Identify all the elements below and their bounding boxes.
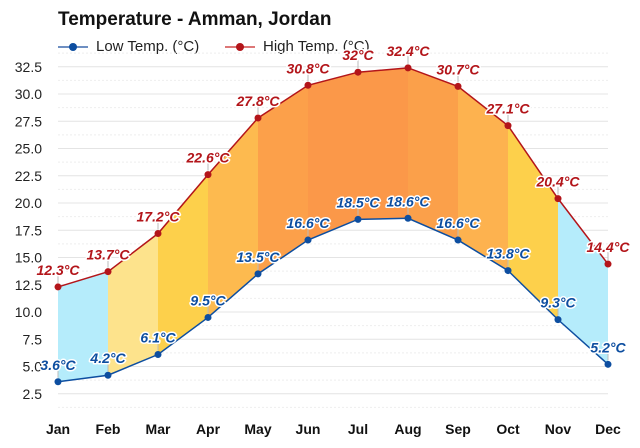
y-tick-label: 12.5 bbox=[15, 277, 42, 293]
low-temp-point bbox=[204, 313, 212, 321]
x-tick-label: Jan bbox=[46, 421, 70, 437]
high-temp-point bbox=[604, 260, 612, 268]
y-tick-label: 20.0 bbox=[15, 195, 42, 211]
low-temp-label: 5.2°C bbox=[590, 339, 626, 355]
legend-item-low[interactable]: Low Temp. (°C) bbox=[58, 38, 199, 55]
high-temp-label: 14.4°C bbox=[587, 239, 631, 255]
high-temp-label: 12.3°C bbox=[37, 262, 81, 278]
x-tick-label: Dec bbox=[595, 421, 621, 437]
high-temp-label: 17.2°C bbox=[137, 209, 181, 225]
high-temp-point bbox=[404, 64, 412, 72]
x-tick-label: Sep bbox=[445, 421, 471, 437]
y-tick-label: 2.5 bbox=[23, 386, 43, 402]
high-temp-label: 32°C bbox=[342, 47, 374, 63]
y-tick-label: 30.0 bbox=[15, 86, 42, 102]
low-temp-point bbox=[554, 316, 562, 324]
high-temp-label: 27.8°C bbox=[236, 93, 281, 109]
low-temp-label: 18.6°C bbox=[387, 193, 431, 209]
high-temp-point bbox=[504, 122, 512, 130]
low-temp-point bbox=[604, 360, 612, 368]
y-tick-label: 7.5 bbox=[23, 331, 43, 347]
low-temp-point bbox=[254, 270, 262, 278]
range-band bbox=[508, 125, 558, 320]
low-temp-label: 16.6°C bbox=[287, 215, 331, 231]
range-band bbox=[108, 233, 158, 376]
high-temp-label: 22.6°C bbox=[186, 150, 231, 166]
high-temp-point bbox=[154, 230, 162, 238]
legend-low-marker-icon bbox=[58, 41, 88, 53]
high-temp-label: 27.1°C bbox=[486, 101, 531, 117]
low-temp-label: 13.5°C bbox=[237, 249, 281, 265]
range-band bbox=[58, 271, 108, 382]
y-tick-label: 5.0 bbox=[23, 359, 43, 375]
x-tick-label: Feb bbox=[96, 421, 121, 437]
low-temp-point bbox=[304, 236, 312, 244]
range-band bbox=[408, 67, 458, 241]
low-temp-label: 6.1°C bbox=[140, 330, 176, 346]
legend-low-label: Low Temp. (°C) bbox=[96, 38, 200, 55]
high-temp-point bbox=[254, 114, 262, 122]
x-tick-label: Mar bbox=[146, 421, 171, 437]
y-tick-label: 17.5 bbox=[15, 222, 42, 238]
high-temp-point bbox=[204, 171, 212, 179]
y-tick-label: 15.0 bbox=[15, 250, 42, 266]
y-tick-label: 22.5 bbox=[15, 168, 42, 184]
x-tick-label: Aug bbox=[394, 421, 421, 437]
low-temp-label: 4.2°C bbox=[89, 350, 126, 366]
range-band bbox=[158, 174, 208, 355]
range-band bbox=[208, 117, 258, 318]
high-temp-label: 30.7°C bbox=[437, 61, 481, 77]
x-tick-label: Jul bbox=[348, 421, 368, 437]
legend-item-high[interactable]: High Temp. (°C) bbox=[225, 38, 370, 55]
range-band bbox=[308, 72, 358, 241]
low-temp-label: 9.3°C bbox=[540, 295, 576, 311]
low-temp-label: 3.6°C bbox=[40, 357, 76, 373]
range-band bbox=[458, 86, 508, 271]
high-temp-point bbox=[304, 81, 312, 89]
high-temp-point bbox=[554, 195, 562, 203]
high-temp-line bbox=[57, 67, 609, 288]
x-tick-label: May bbox=[244, 421, 271, 437]
chart-title: Temperature - Amman, Jordan bbox=[58, 9, 332, 30]
low-temp-point bbox=[504, 267, 512, 275]
low-temp-point bbox=[454, 236, 462, 244]
y-tick-label: 32.5 bbox=[15, 59, 42, 75]
low-temp-point bbox=[154, 351, 162, 359]
low-temp-label: 18.5°C bbox=[337, 194, 381, 210]
low-temp-label: 9.5°C bbox=[190, 292, 226, 308]
low-temp-label: 13.8°C bbox=[487, 246, 531, 262]
legend-high-marker-icon bbox=[225, 41, 255, 53]
range-band bbox=[258, 85, 308, 274]
y-tick-label: 27.5 bbox=[15, 113, 42, 129]
high-temp-label: 13.7°C bbox=[87, 247, 131, 263]
high-temp-point bbox=[54, 283, 62, 291]
high-temp-point bbox=[454, 82, 462, 90]
y-tick-label: 25.0 bbox=[15, 141, 42, 157]
low-temp-point bbox=[354, 215, 362, 223]
low-temp-point bbox=[54, 378, 62, 386]
high-temp-label: 20.4°C bbox=[536, 174, 581, 190]
y-tick-label: 10.0 bbox=[15, 304, 42, 320]
low-temp-point bbox=[404, 214, 412, 222]
high-temp-point bbox=[354, 68, 362, 76]
range-band bbox=[358, 67, 408, 220]
low-temp-line bbox=[57, 217, 609, 383]
high-temp-label: 30.8°C bbox=[287, 60, 331, 76]
high-temp-point bbox=[104, 268, 112, 276]
x-tick-label: Apr bbox=[196, 421, 221, 437]
x-tick-label: Jun bbox=[296, 421, 321, 437]
legend-high-label: High Temp. (°C) bbox=[263, 38, 370, 55]
x-tick-label: Oct bbox=[496, 421, 520, 437]
high-temp-label: 32.4°C bbox=[387, 43, 431, 59]
low-temp-label: 16.6°C bbox=[437, 215, 481, 231]
range-band bbox=[558, 198, 608, 365]
low-temp-point bbox=[104, 371, 112, 379]
x-tick-label: Nov bbox=[545, 421, 572, 437]
